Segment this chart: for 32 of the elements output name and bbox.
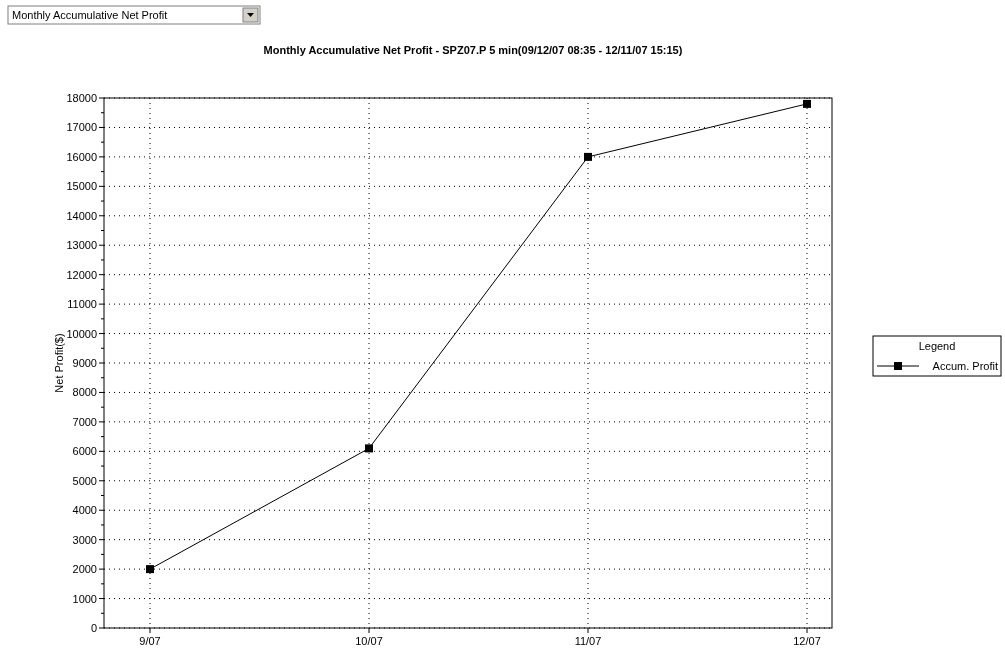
y-tick-label: 2000	[72, 563, 97, 576]
point	[584, 152, 592, 161]
x-tick-label: 12/07	[793, 635, 821, 647]
y-tick-label: 18000	[66, 92, 97, 104]
y-tick-label: 13000	[66, 239, 97, 252]
point	[146, 565, 154, 574]
text: Monthly Accumulative Net Profit	[12, 9, 168, 21]
y-tick-label: 10000	[66, 327, 97, 340]
chart-title: Monthly Accumulative Net Profit - SPZ07.P 5 min(09/12/07 08:35 - 12/11/07 15:15)	[263, 44, 683, 56]
legend-title: Legend	[918, 340, 956, 352]
y-tick-label: 16000	[66, 150, 97, 163]
legend-label: Accum. Profit	[932, 360, 998, 372]
y-tick-label: 12000	[66, 268, 97, 281]
x-tick-label: 10/07	[355, 635, 383, 647]
x-tick-label: 11/07	[574, 635, 602, 647]
y-axis-title: Net Profit($)	[53, 333, 65, 393]
y-tick-label: 6000	[72, 445, 97, 458]
y-tick-label: 7000	[72, 415, 97, 428]
point	[803, 99, 811, 108]
x-tick-label: 9/07	[139, 635, 161, 647]
y-tick-label: 15000	[66, 180, 97, 193]
y-tick-label: 8000	[72, 386, 97, 399]
y-tick-label: 11000	[67, 298, 97, 311]
y-tick-label: 3000	[72, 533, 97, 546]
y-tick-label: 0	[90, 622, 97, 634]
y-tick-label: 1000	[72, 592, 97, 605]
point	[365, 444, 373, 453]
y-tick-label: 17000	[66, 121, 97, 134]
y-tick-label: 14000	[66, 209, 97, 222]
y-tick-label: 5000	[72, 474, 97, 487]
y-tick-label: 4000	[72, 504, 97, 517]
y-tick-label: 9000	[72, 357, 97, 369]
